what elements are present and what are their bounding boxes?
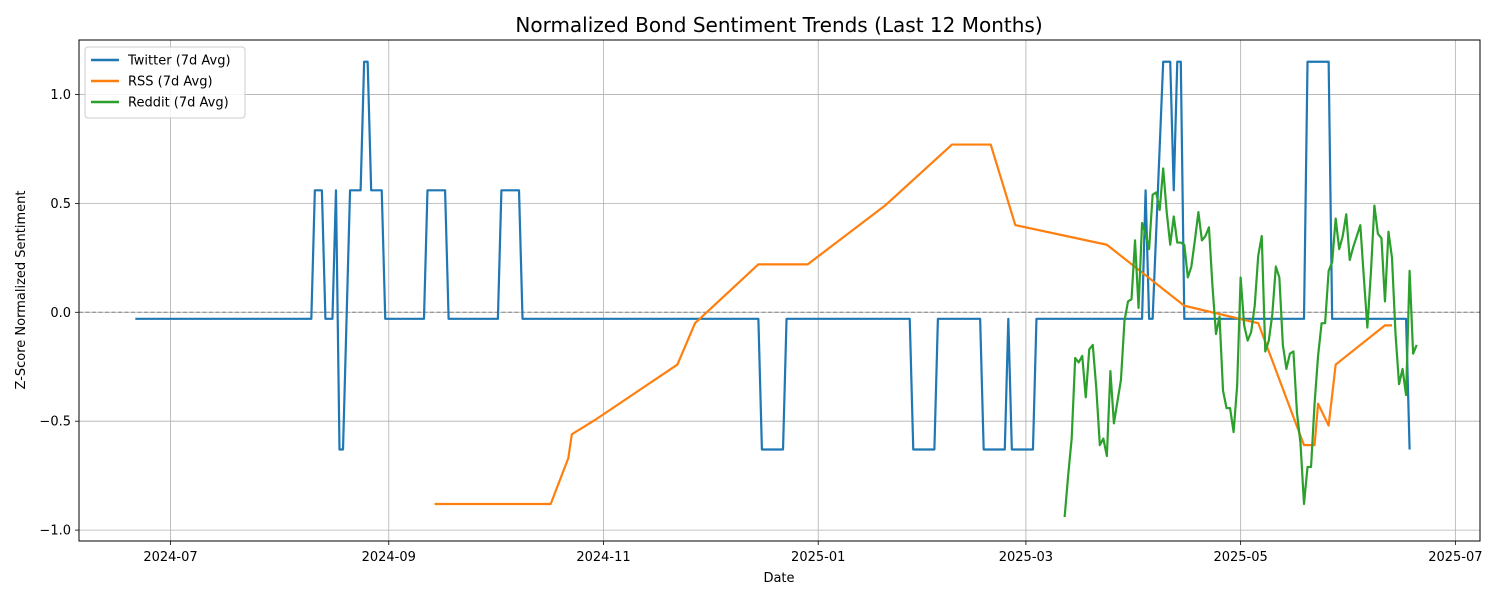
x-tick-label: 2024-09 <box>362 550 416 565</box>
series-lines <box>135 60 1418 518</box>
x-tick-label: 2025-07 <box>1428 550 1482 565</box>
series-line-reddit <box>1063 167 1418 518</box>
legend-label-reddit: Reddit (7d Avg) <box>128 96 229 111</box>
y-axis-label: Z-Score Normalized Sentiment <box>14 191 29 390</box>
x-axis-label: Date <box>763 571 794 586</box>
y-tick-label: 0.5 <box>50 197 71 212</box>
x-tick-label: 2025-05 <box>1213 550 1267 565</box>
legend-box <box>84 46 246 119</box>
legend-label-rss: RSS (7d Avg) <box>128 75 213 90</box>
y-tick-label: −1.0 <box>39 524 71 539</box>
x-tick-label: 2025-03 <box>999 550 1053 565</box>
series-line-rss <box>434 143 1392 506</box>
legend: Twitter (7d Avg) RSS (7d Avg) Reddit (7d A… <box>84 46 246 119</box>
y-tick-label: 0.0 <box>50 306 71 321</box>
x-tick-label: 2024-07 <box>143 550 197 565</box>
x-axis-ticks: 2024-07 2024-09 2024-11 2025-01 2025-03 2025-… <box>143 541 1483 565</box>
legend-label-twitter: Twitter (7d Avg) <box>127 54 231 69</box>
y-axis-ticks: −1.0 −0.5 0.0 0.5 1.0 <box>39 88 79 539</box>
series-line-twitter <box>135 60 1411 451</box>
chart-title: Normalized Bond Sentiment Trends (Last 1… <box>515 13 1042 37</box>
y-tick-label: −0.5 <box>39 415 71 430</box>
plot-frame <box>78 39 1481 542</box>
y-tick-label: 1.0 <box>50 88 71 103</box>
x-tick-label: 2025-01 <box>791 550 845 565</box>
x-tick-label: 2024-11 <box>576 550 630 565</box>
